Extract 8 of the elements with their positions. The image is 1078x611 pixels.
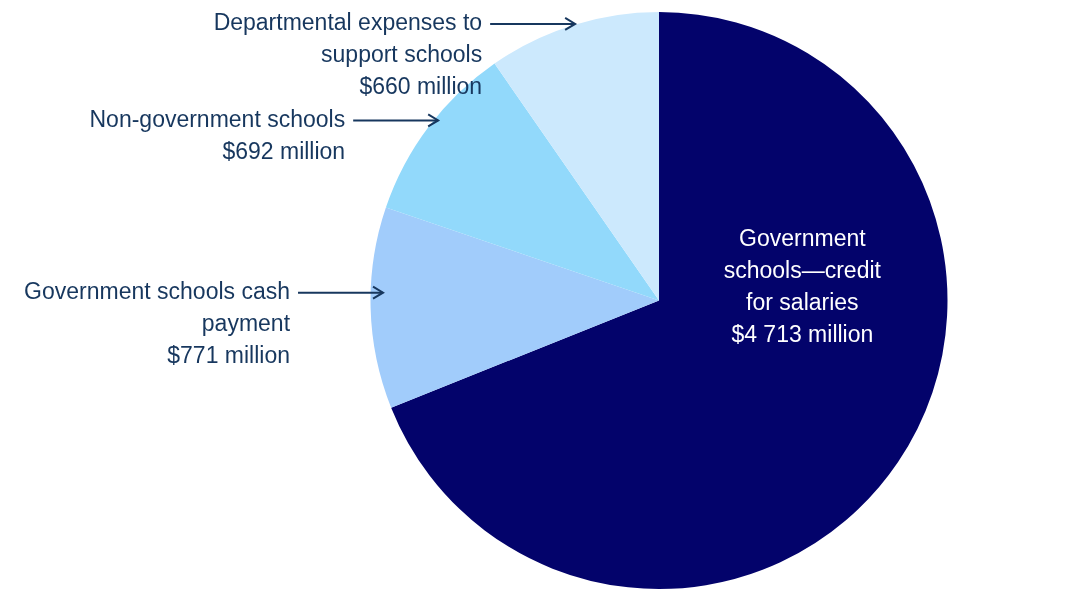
data-label: $4 713 million [731, 320, 874, 347]
slice-label: Departmental expenses to support schools [213, 9, 483, 68]
data-label: $660 million [359, 73, 483, 100]
slice-label: Government schools cash payment [24, 278, 291, 337]
slice-label: Non-government schools [89, 105, 346, 132]
data-label: $771 million [167, 342, 291, 369]
data-label: $692 million [222, 137, 346, 164]
slice-label: Government schools—credit for salaries [723, 224, 882, 315]
